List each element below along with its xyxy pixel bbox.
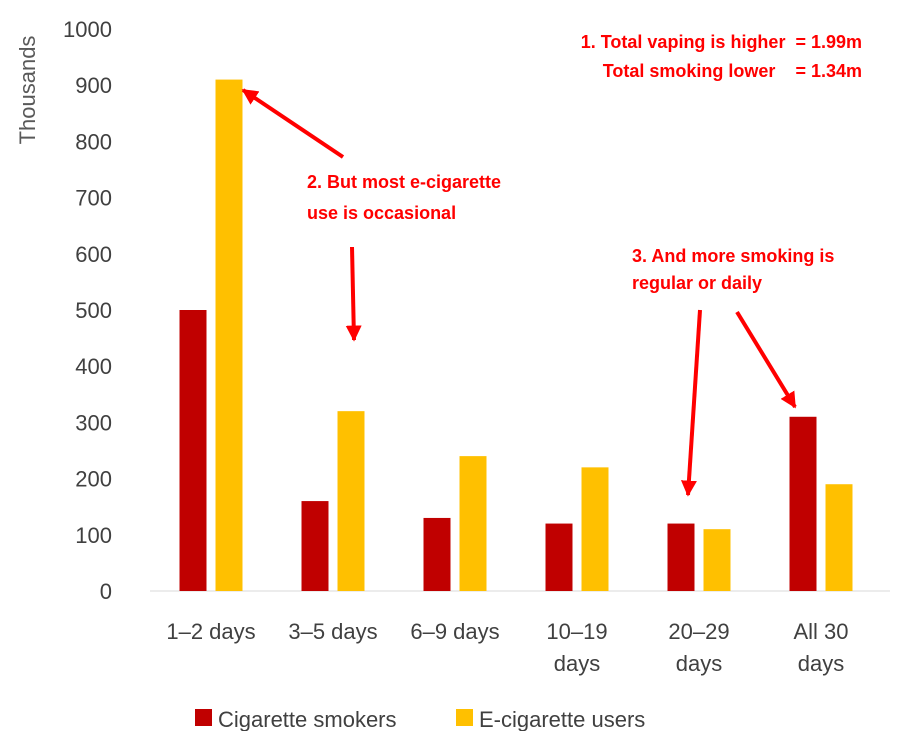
- y-axis-label: Thousands: [15, 36, 40, 145]
- bars: [179, 79, 853, 591]
- legend-label-cigarette-smokers: Cigarette smokers: [218, 707, 397, 731]
- y-tick-label: 0: [100, 579, 112, 604]
- legend-swatch-e-cigarette-users: [456, 709, 473, 726]
- annotation-1-line-1: 1. Total vaping is higher = 1.99m: [581, 32, 862, 52]
- y-tick-label: 300: [75, 410, 112, 435]
- x-tick-label: 6–9 days: [410, 619, 499, 644]
- annotation-2-line-2: use is occasional: [307, 203, 456, 223]
- arrow-to-3-5-days: [345, 246, 362, 342]
- y-tick-label: 400: [75, 354, 112, 379]
- x-tick-label: 20–29 days: [668, 619, 729, 676]
- bar-e-cigarette-users: [703, 529, 731, 591]
- x-tick-label: 10–19 days: [546, 619, 607, 676]
- legend: Cigarette smokers E-cigarette users: [195, 707, 645, 731]
- y-tick-label: 100: [75, 523, 112, 548]
- y-tick-label: 700: [75, 186, 112, 211]
- bar-e-cigarette-users: [581, 467, 609, 591]
- bar-cigarette-smokers: [301, 501, 329, 591]
- bar-e-cigarette-users: [459, 456, 487, 591]
- y-tick-label: 900: [75, 73, 112, 98]
- bar-e-cigarette-users: [337, 411, 365, 591]
- arrow-to-1-2-days-ecig: [241, 88, 345, 159]
- x-axis-ticks: 1–2 days 3–5 days 6–9 days 10–19 days 20–29 da…: [166, 619, 848, 676]
- arrow-to-20-29-days: [680, 309, 702, 497]
- bar-e-cigarette-users: [825, 484, 853, 591]
- annotation-1-line-2: Total smoking lower = 1.34m: [603, 61, 862, 81]
- annotation-3-line-2: regular or daily: [632, 273, 762, 293]
- y-tick-label: 500: [75, 298, 112, 323]
- bar-cigarette-smokers: [423, 517, 451, 591]
- annotation-2-line-1: 2. But most e-cigarette: [307, 172, 501, 192]
- y-axis-ticks: 0 100 200 300 400 500 600 700 800 900 1000: [63, 17, 112, 604]
- bar-e-cigarette-users: [215, 79, 243, 591]
- legend-swatch-cigarette-smokers: [195, 709, 212, 726]
- x-tick-label: All 30 days: [793, 619, 848, 676]
- x-tick-label: 1–2 days: [166, 619, 255, 644]
- y-tick-label: 600: [75, 242, 112, 267]
- bar-cigarette-smokers: [667, 523, 695, 591]
- bar-cigarette-smokers: [789, 416, 817, 591]
- y-tick-label: 200: [75, 467, 112, 492]
- arrow-to-all-30-days: [735, 310, 797, 409]
- x-tick-label: 3–5 days: [288, 619, 377, 644]
- y-tick-label: 1000: [63, 17, 112, 42]
- legend-label-e-cigarette-users: E-cigarette users: [479, 707, 645, 731]
- y-tick-label: 800: [75, 129, 112, 154]
- bar-cigarette-smokers: [179, 310, 207, 591]
- annotations: 1. Total vaping is higher = 1.99m Total …: [241, 32, 862, 497]
- bar-cigarette-smokers: [545, 523, 573, 591]
- annotation-3-line-1: 3. And more smoking is: [632, 246, 834, 266]
